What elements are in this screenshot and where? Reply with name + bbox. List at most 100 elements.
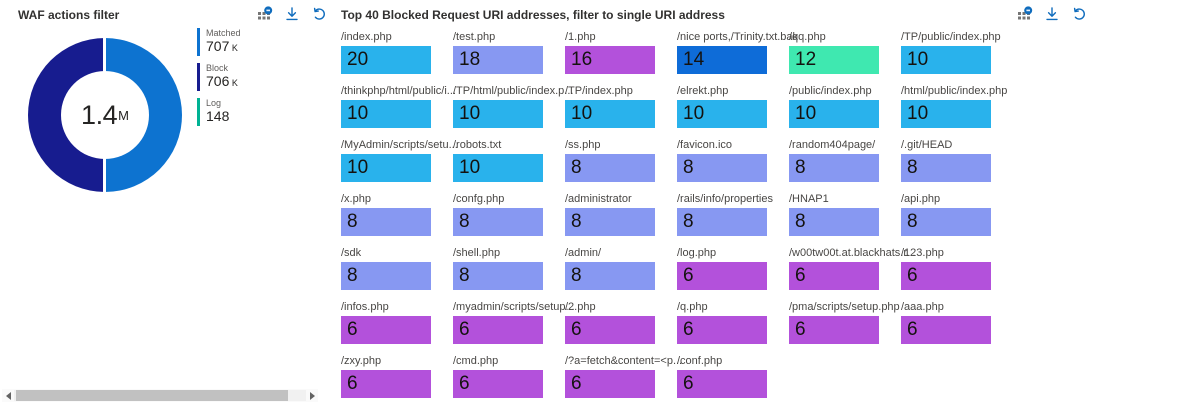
uri-count-card[interactable]: 6 bbox=[565, 316, 655, 344]
uri-count-card[interactable]: 8 bbox=[453, 208, 543, 236]
uri-count-card[interactable]: 6 bbox=[677, 370, 767, 398]
right-panel-toolbar bbox=[1016, 6, 1087, 22]
legend-value: 706 K bbox=[206, 73, 238, 89]
uri-count: 8 bbox=[571, 265, 582, 286]
scroll-right-button[interactable] bbox=[306, 389, 318, 402]
uri-tile: /conf.php 6 bbox=[677, 354, 767, 398]
uri-label: /infos.php bbox=[341, 301, 389, 313]
uri-label: /confg.php bbox=[453, 193, 505, 205]
uri-tile: /api.php 8 bbox=[901, 192, 991, 236]
donut-center-value: 1.4 bbox=[81, 99, 118, 130]
refresh-icon bbox=[1073, 7, 1085, 20]
waf-actions-panel: WAF actions filter bbox=[0, 0, 325, 414]
uri-tile: /shell.php 8 bbox=[453, 246, 543, 290]
uri-count-card[interactable]: 8 bbox=[677, 154, 767, 182]
uri-label: /api.php bbox=[901, 193, 941, 205]
uri-label: /administrator bbox=[565, 193, 632, 205]
uri-count: 6 bbox=[459, 373, 470, 394]
uri-count-card[interactable]: 8 bbox=[901, 208, 991, 236]
query-grid-button[interactable] bbox=[256, 6, 273, 22]
uri-count: 18 bbox=[459, 49, 481, 70]
uri-count-card[interactable]: 8 bbox=[565, 262, 655, 290]
uri-count-card[interactable]: 6 bbox=[789, 262, 879, 290]
uri-count-card[interactable]: 6 bbox=[341, 370, 431, 398]
legend-swatch bbox=[197, 28, 200, 56]
uri-count: 10 bbox=[571, 103, 593, 124]
uri-count-card[interactable]: 10 bbox=[901, 46, 991, 74]
uri-tile: /TP/html/public/index.p... 10 bbox=[453, 84, 573, 128]
uri-count-card[interactable]: 8 bbox=[565, 208, 655, 236]
uri-tile: /public/index.php 10 bbox=[789, 84, 879, 128]
refresh-button[interactable] bbox=[1070, 6, 1087, 22]
uri-tile: /html/public/index.php 10 bbox=[901, 84, 1007, 128]
legend-item-matched[interactable]: Matched 707 K bbox=[197, 28, 241, 56]
uri-count: 6 bbox=[571, 373, 582, 394]
uri-count-card[interactable]: 10 bbox=[789, 100, 879, 128]
uri-count: 14 bbox=[683, 49, 705, 70]
scroll-left-button[interactable] bbox=[2, 389, 14, 402]
uri-count-card[interactable]: 6 bbox=[901, 316, 991, 344]
uri-count-card[interactable]: 12 bbox=[789, 46, 879, 74]
uri-count-card[interactable]: 10 bbox=[453, 154, 543, 182]
uri-count: 6 bbox=[571, 319, 582, 340]
legend-item-block[interactable]: Block 706 K bbox=[197, 63, 241, 91]
uri-count-card[interactable]: 10 bbox=[565, 100, 655, 128]
legend-item-log[interactable]: Log 148 bbox=[197, 98, 241, 126]
uri-count-card[interactable]: 6 bbox=[565, 370, 655, 398]
uri-count-card[interactable]: 8 bbox=[677, 208, 767, 236]
scrollbar-track[interactable] bbox=[14, 390, 306, 401]
uri-tile: /myadmin/scripts/setup... 6 bbox=[453, 300, 575, 344]
uri-count: 8 bbox=[459, 211, 470, 232]
uri-count-card[interactable]: 8 bbox=[789, 154, 879, 182]
query-grid-button[interactable] bbox=[1016, 6, 1033, 22]
uri-count: 8 bbox=[683, 211, 694, 232]
uri-count-card[interactable]: 20 bbox=[341, 46, 431, 74]
uri-count-card[interactable]: 10 bbox=[677, 100, 767, 128]
uri-count-card[interactable]: 8 bbox=[341, 262, 431, 290]
uri-label: /TP/index.php bbox=[565, 85, 633, 97]
uri-count-card[interactable]: 14 bbox=[677, 46, 767, 74]
uri-count-card[interactable]: 10 bbox=[901, 100, 991, 128]
uri-count: 6 bbox=[907, 319, 918, 340]
uri-tile: /x.php 8 bbox=[341, 192, 431, 236]
uri-count-card[interactable]: 16 bbox=[565, 46, 655, 74]
uri-label: /.git/HEAD bbox=[901, 139, 953, 151]
donut-center-unit: M bbox=[118, 107, 129, 123]
uri-count-card[interactable]: 6 bbox=[341, 316, 431, 344]
uri-count-card[interactable]: 6 bbox=[901, 262, 991, 290]
uri-count: 8 bbox=[571, 157, 582, 178]
uri-count-card[interactable]: 18 bbox=[453, 46, 543, 74]
uri-count-card[interactable]: 8 bbox=[789, 208, 879, 236]
uri-count-card[interactable]: 8 bbox=[341, 208, 431, 236]
uri-tile: /test.php 18 bbox=[453, 30, 543, 74]
scroll-left-icon bbox=[5, 391, 11, 400]
uri-tile: /TP/public/index.php 10 bbox=[901, 30, 1001, 74]
uri-count-card[interactable]: 8 bbox=[453, 262, 543, 290]
scroll-right-icon bbox=[309, 391, 315, 400]
uri-count: 6 bbox=[347, 319, 358, 340]
uri-tile: /qq.php 12 bbox=[789, 30, 879, 74]
uri-count-card[interactable]: 8 bbox=[565, 154, 655, 182]
uri-count-card[interactable]: 10 bbox=[453, 100, 543, 128]
uri-count-card[interactable]: 10 bbox=[341, 100, 431, 128]
uri-label: /aaa.php bbox=[901, 301, 944, 313]
uri-count-card[interactable]: 8 bbox=[901, 154, 991, 182]
blocked-uri-panel: Top 40 Blocked Request URI addresses, fi… bbox=[330, 0, 1200, 414]
uri-label: /elrekt.php bbox=[677, 85, 729, 97]
uri-count-card[interactable]: 6 bbox=[789, 316, 879, 344]
waf-actions-donut-chart[interactable]: 1.4 M bbox=[28, 38, 182, 192]
uri-count-card[interactable]: 6 bbox=[453, 316, 543, 344]
download-button[interactable] bbox=[1043, 6, 1060, 22]
legend-value: 707 K bbox=[206, 38, 238, 54]
uri-count-card[interactable]: 6 bbox=[677, 316, 767, 344]
refresh-button[interactable] bbox=[310, 6, 327, 22]
uri-tile: /aaa.php 6 bbox=[901, 300, 991, 344]
scrollbar-thumb[interactable] bbox=[16, 390, 288, 401]
legend-swatch bbox=[197, 98, 200, 126]
download-button[interactable] bbox=[283, 6, 300, 22]
uri-tile: /admin/8 bbox=[565, 246, 655, 290]
right-panel-title: Top 40 Blocked Request URI addresses, fi… bbox=[341, 8, 725, 22]
uri-count-card[interactable]: 6 bbox=[677, 262, 767, 290]
uri-count-card[interactable]: 10 bbox=[341, 154, 431, 182]
uri-count-card[interactable]: 6 bbox=[453, 370, 543, 398]
